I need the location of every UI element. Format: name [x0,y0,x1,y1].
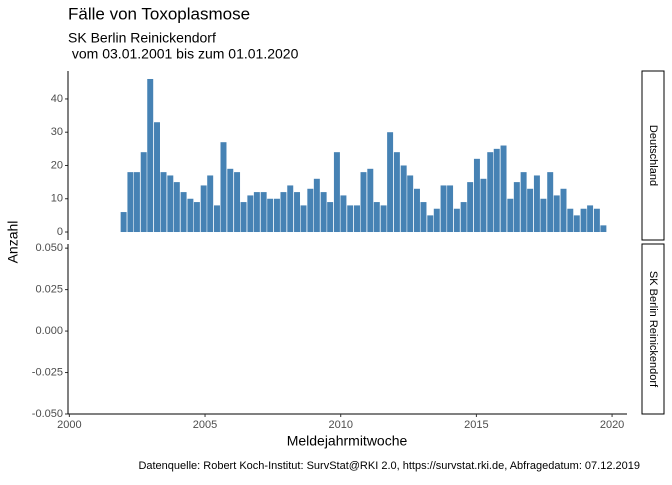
bar [600,225,607,233]
bar [294,192,301,233]
x-tick-label: 2010 [328,419,352,431]
y-tick-label: 0 [57,226,63,238]
y-tick-label: 0.050 [35,242,63,254]
bar [340,195,347,233]
bar [487,152,494,233]
bar [140,152,147,233]
subtitle: vom 03.01.2001 bis zum 01.01.2020 [68,46,299,62]
bar [420,202,427,233]
bar [500,145,507,233]
bar [473,158,480,233]
bar [160,172,167,233]
bar [333,152,340,233]
bar [240,202,247,233]
bar [133,172,140,233]
x-axis-label: Meldejahrmitwoche [287,433,408,449]
caption: Datenquelle: Robert Koch-Institut: SurvS… [138,460,640,472]
bar [207,175,214,233]
y-tick-label: 10 [51,193,63,205]
bar [533,175,540,233]
bar [413,188,420,233]
bar [287,185,294,233]
x-tick-label: 2000 [57,419,81,431]
bar [447,185,454,233]
bar [187,198,194,233]
bar [480,178,487,233]
bar [440,185,447,233]
bar [154,122,160,233]
x-tick-label: 2020 [600,419,624,431]
bar [173,182,180,233]
bar [354,205,360,233]
y-tick-label: -0.050 [32,408,63,420]
bar [593,208,600,233]
bar [280,192,287,233]
bar [234,172,241,233]
bar [393,152,400,233]
y-tick-label: 0.025 [35,284,63,296]
y-tick-label: 0.000 [35,325,63,337]
bar [367,168,374,233]
bar [493,148,500,233]
bar [127,172,134,233]
bar [220,142,227,233]
bar [227,168,234,233]
bar [540,198,547,233]
bar [320,192,327,233]
bar [380,205,387,233]
x-tick-label: 2015 [464,419,488,431]
bar [400,165,407,233]
bar [527,188,534,233]
bar [467,182,474,233]
bar [247,195,254,233]
strip [641,70,665,241]
bar [373,202,380,233]
bar [360,172,367,233]
chart-title: Fälle von Toxoplasmose [68,4,250,23]
bar [460,202,467,233]
bar [567,208,574,233]
bar [560,188,567,233]
strip-label: Deutschland [647,125,659,186]
bar [427,215,434,233]
bar [213,205,220,233]
bar [180,192,187,233]
y-tick-label: -0.025 [32,366,63,378]
bar [300,205,307,233]
bar [513,182,520,233]
bar [313,178,320,233]
bar [387,132,394,233]
bar [520,172,527,233]
y-tick-label: 40 [51,93,63,105]
bar [580,208,587,233]
bar [273,198,280,233]
bar [267,198,274,233]
bar [120,212,127,233]
y-axis-label: Anzahl [5,221,21,264]
bar [407,175,414,233]
bar [453,208,460,233]
bar [147,78,154,233]
bar [587,205,594,233]
x-tick-label: 2005 [193,419,217,431]
y-tick-label: 30 [51,126,63,138]
subtitle: SK Berlin Reinickendorf [68,30,216,46]
bar [200,185,207,233]
strip [641,243,665,415]
bar [167,175,174,233]
bar [347,205,354,233]
bar [547,172,554,233]
bar [193,202,200,233]
bar [307,188,314,233]
y-tick-label: 20 [51,159,63,171]
bar [327,202,334,233]
bar [573,215,580,233]
strip-label: SK Berlin Reinickendorf [647,271,659,388]
bar [433,208,440,233]
bar [507,198,514,233]
bar [260,192,267,233]
bar [553,195,560,233]
bar [253,192,260,233]
